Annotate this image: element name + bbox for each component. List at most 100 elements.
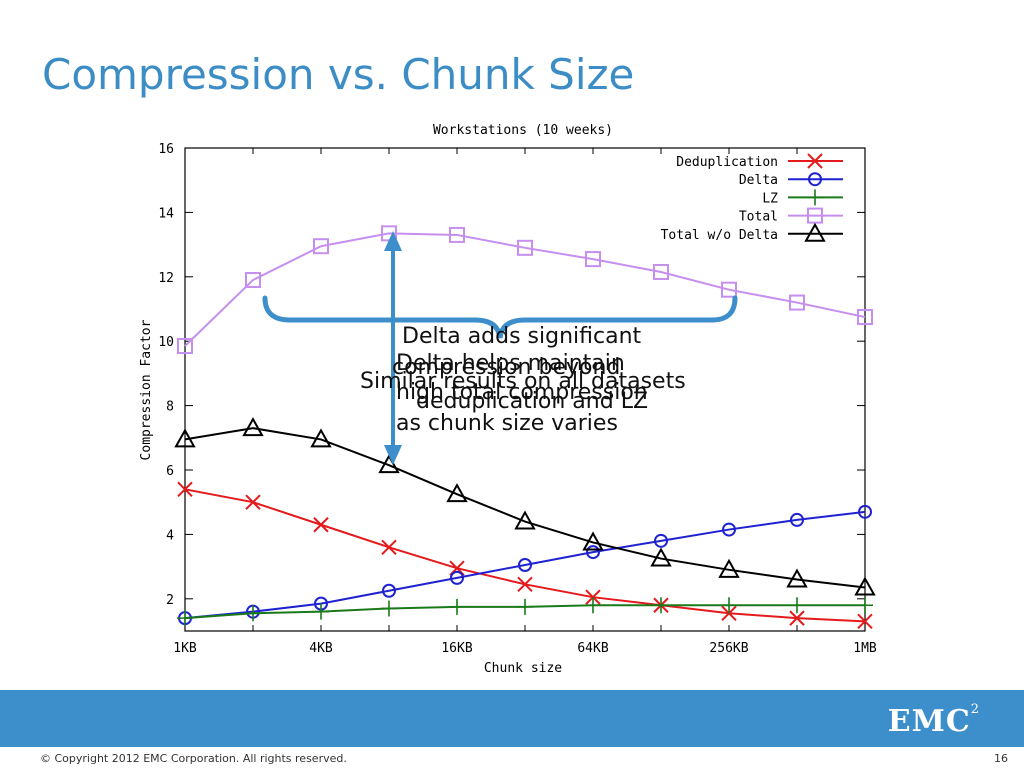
- data-point-lz: [245, 605, 261, 622]
- x-tick-label: 4KB: [309, 641, 333, 656]
- data-point-total: [585, 251, 601, 268]
- arrow-head-up: [384, 231, 402, 251]
- series-deduplication: [177, 481, 873, 630]
- logo-sup: 2: [970, 702, 980, 717]
- data-point-total-w-o-delta: [446, 483, 468, 503]
- y-tick-label: 16: [158, 142, 174, 157]
- data-point-total: [721, 281, 737, 298]
- data-point-delta: [382, 583, 396, 598]
- data-point-lz: [381, 600, 397, 617]
- y-tick-label: 14: [158, 206, 174, 221]
- legend-label-lz: LZ: [762, 191, 778, 206]
- legend-marker-deduplication: [807, 153, 823, 169]
- data-point-total-w-o-delta: [650, 547, 672, 567]
- data-point-lz: [449, 598, 465, 615]
- data-point-total-w-o-delta: [242, 417, 264, 437]
- x-tick-label: 256KB: [709, 641, 748, 656]
- data-point-total-w-o-delta: [786, 568, 808, 588]
- chart-title: Workstations (10 weeks): [433, 123, 613, 138]
- emc-logo: EMC2: [887, 702, 980, 739]
- footer-band: [0, 690, 1024, 747]
- series-lz: [177, 597, 873, 627]
- callout-line-3: deduplication and LZ: [416, 389, 649, 414]
- callout-line-1: Delta adds significant: [402, 324, 642, 349]
- data-point-deduplication: [313, 517, 329, 533]
- series-total: [177, 225, 873, 355]
- legend-marker-total: [807, 207, 823, 224]
- data-point-delta: [858, 504, 872, 519]
- data-point-total: [313, 238, 329, 255]
- y-tick-label: 4: [166, 528, 174, 543]
- legend-label-total-w-o-delta: Total w/o Delta: [661, 228, 778, 243]
- data-point-total-w-o-delta: [174, 428, 196, 448]
- page-number: 16: [994, 752, 1008, 765]
- data-point-lz: [517, 598, 533, 615]
- data-point-deduplication: [177, 481, 193, 498]
- data-point-total-w-o-delta: [378, 454, 400, 474]
- data-point-lz: [857, 597, 873, 614]
- data-point-total: [789, 294, 805, 311]
- data-point-total: [653, 263, 669, 280]
- y-tick-label: 8: [166, 400, 174, 415]
- series-total-w-o-delta: [174, 417, 876, 596]
- y-tick-label: 12: [158, 271, 174, 286]
- data-point-total-w-o-delta: [310, 428, 332, 448]
- legend: Deduplication Delta LZ Total Total w/o Delta: [661, 153, 843, 243]
- data-point-total-w-o-delta: [854, 576, 876, 596]
- data-point-total-w-o-delta: [718, 558, 740, 578]
- x-tick-label: 1MB: [853, 641, 877, 656]
- data-point-lz: [585, 597, 601, 614]
- y-tick-label: 2: [166, 593, 174, 608]
- data-point-delta: [722, 522, 736, 537]
- y-tick-label: 6: [166, 464, 174, 479]
- legend-label-total: Total: [739, 210, 778, 225]
- data-point-deduplication: [245, 494, 261, 510]
- compression-chart: Workstations (10 weeks) Chunk size Compr…: [139, 123, 877, 676]
- data-point-total-w-o-delta: [514, 510, 536, 530]
- slide-title: Compression vs. Chunk Size: [42, 50, 635, 99]
- x-tick-label: 1KB: [173, 641, 197, 656]
- annotations: [262, 231, 738, 465]
- data-point-lz: [313, 603, 329, 620]
- data-point-total: [449, 226, 465, 243]
- x-axis-label: Chunk size: [484, 661, 562, 676]
- data-point-deduplication: [857, 613, 873, 630]
- logo-text: EMC: [887, 704, 971, 739]
- data-point-deduplication: [721, 605, 737, 621]
- callout-similar: Similar results on all datasets: [360, 369, 686, 394]
- y-axis-label: Compression Factor: [139, 319, 154, 460]
- data-point-deduplication: [517, 576, 533, 593]
- data-point-total: [177, 338, 193, 355]
- data-point-delta: [518, 557, 532, 572]
- callout-maintain-2: high total compression: [396, 380, 648, 405]
- data-point-delta: [654, 533, 668, 548]
- data-point-lz: [177, 610, 193, 627]
- legend-marker-total-w-o-delta: [804, 222, 826, 242]
- data-point-total: [517, 239, 533, 256]
- data-point-lz: [721, 597, 737, 614]
- x-tick-label: 16KB: [441, 641, 472, 656]
- arrow-head-down: [384, 445, 402, 465]
- data-point-deduplication: [381, 539, 397, 555]
- data-point-delta: [586, 545, 600, 560]
- series-line-delta: [184, 510, 866, 620]
- data-point-delta: [790, 512, 804, 527]
- legend-marker-lz: [807, 189, 823, 206]
- callout-delta-adds: Delta adds significant: [402, 323, 641, 351]
- callout-line-2: compression beyond: [392, 355, 621, 380]
- data-point-total: [857, 309, 873, 326]
- brace-shape: [262, 295, 738, 339]
- series-line-total: [184, 232, 866, 347]
- y-tick-label: 10: [158, 335, 174, 350]
- data-point-deduplication: [789, 610, 805, 626]
- data-point-delta: [450, 570, 464, 585]
- legend-marker-delta: [808, 172, 822, 187]
- legend-label-deduplication: Deduplication: [676, 155, 778, 170]
- data-point-lz: [789, 597, 805, 614]
- copyright-text: © Copyright 2012 EMC Corporation. All ri…: [40, 752, 347, 765]
- callout-maintain-3: as chunk size varies: [396, 411, 618, 436]
- callout-maintain-1: Delta helps maintain: [396, 351, 625, 376]
- legend-label-delta: Delta: [739, 173, 778, 188]
- data-point-lz: [653, 597, 669, 614]
- x-tick-label: 64KB: [577, 641, 608, 656]
